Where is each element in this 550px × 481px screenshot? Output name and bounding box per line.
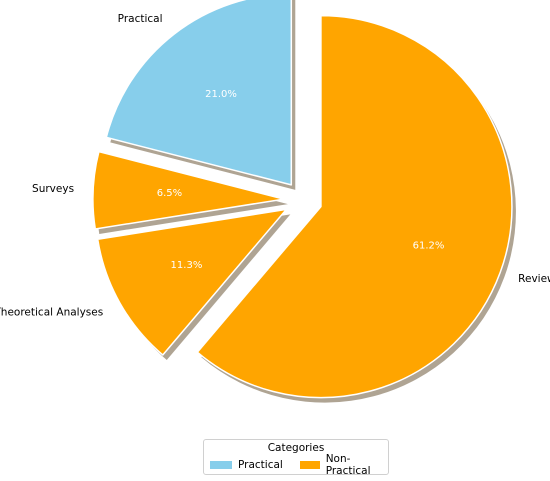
slice-label-practical: Practical xyxy=(118,13,163,25)
pie-slice-practical xyxy=(105,0,293,186)
pie-slice-surveys xyxy=(92,150,285,230)
legend-swatch-practical xyxy=(210,461,232,469)
pct-label-practical: 21.0% xyxy=(205,89,237,100)
pct-label-theoretical-analyses: 11.3% xyxy=(171,260,203,271)
slice-labels: 21.0% Practical 6.5% Surveys 11.3% Theoretica… xyxy=(0,13,550,318)
legend-title: Categories xyxy=(267,442,325,454)
slice-label-reviews: Reviews xyxy=(518,273,550,285)
legend-swatch-non-practical xyxy=(300,461,320,469)
legend-entry-practical: Practical xyxy=(210,458,283,472)
pie-slice-reviews xyxy=(196,14,513,399)
legend: Categories Practical Non-Practical xyxy=(203,439,389,477)
slice-label-surveys: Surveys xyxy=(32,183,74,195)
legend-entry-non-practical: Non-Practical xyxy=(300,453,388,477)
pct-label-reviews: 61.2% xyxy=(413,241,445,252)
pct-label-surveys: 6.5% xyxy=(157,188,182,199)
pie-slice-theoretical-analyses xyxy=(96,208,288,356)
pie-slices xyxy=(92,0,513,399)
slice-label-theoretical-analyses: Theoretical Analyses xyxy=(0,306,103,318)
legend-label-non-practical: Non-Practical xyxy=(325,453,371,477)
legend-label-practical: Practical xyxy=(238,459,283,471)
